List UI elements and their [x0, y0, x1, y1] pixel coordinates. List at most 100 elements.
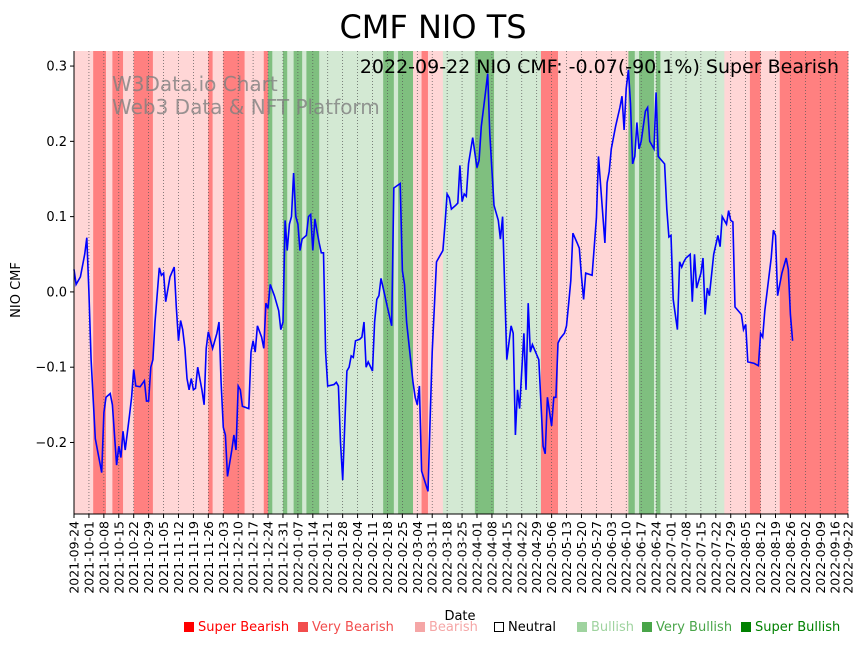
x-tick-label: 2022-08-19 [768, 521, 783, 594]
legend-label: Super Bearish [198, 620, 290, 635]
legend-item-very-bearish: Very Bearish [298, 620, 394, 635]
y-tick-label: −0.2 [35, 436, 67, 451]
signal-band-super-bearish [749, 51, 761, 514]
signal-band-bearish [105, 51, 113, 514]
x-tick-label: 2022-01-28 [335, 521, 350, 594]
signal-band-super-bearish [133, 51, 154, 514]
y-tick-label: 0.1 [46, 210, 67, 225]
signal-band-bullish [287, 51, 295, 514]
watermark-line: Web3 Data & NFT Platform [112, 95, 380, 119]
x-tick-label: 2021-12-17 [246, 521, 261, 594]
legend-label: Bearish [429, 620, 478, 635]
y-tick-label: 0.0 [46, 285, 67, 300]
y-tick-label: −0.1 [35, 361, 67, 376]
x-tick-label: 2022-07-22 [708, 521, 723, 594]
x-tick-label: 2022-06-03 [604, 521, 619, 594]
x-axis-ticks: 2021-09-24 2021-10-01 2021-10-08 2021-10-15… [67, 514, 856, 594]
signal-band-very-bullish [656, 51, 661, 514]
x-tick-label: 2021-12-24 [261, 521, 276, 594]
x-tick-label: 2022-03-18 [440, 521, 455, 594]
signal-band-bearish [724, 51, 751, 514]
signal-band-bullish [272, 51, 284, 514]
legend-item-very-bullish: Very Bullish [642, 620, 732, 635]
legend-label: Super Bullish [755, 620, 841, 635]
x-tick-label: 2022-02-11 [365, 521, 380, 594]
legend-label: Bullish [591, 620, 635, 635]
signal-band-bearish [760, 51, 781, 514]
x-tick-label: 2022-04-22 [514, 521, 529, 594]
legend-label: Very Bullish [656, 620, 733, 635]
x-tick-label: 2021-11-26 [201, 521, 216, 594]
chart-annotation: 2022-09-22 NIO CMF: -0.07(-90.1%) Super … [360, 56, 839, 78]
signal-band-super-bearish [263, 51, 269, 514]
legend-swatch [577, 622, 587, 632]
x-tick-label: 2021-12-03 [216, 521, 231, 594]
signal-band-bullish [319, 51, 384, 514]
signal-band-very-bullish [639, 51, 655, 514]
signal-band-very-bullish [474, 51, 495, 514]
x-tick-label: 2022-03-25 [455, 521, 470, 594]
x-tick-label: 2022-08-26 [783, 521, 798, 594]
x-tick-label: 2022-08-12 [753, 521, 768, 594]
signal-band-very-bullish [282, 51, 288, 514]
y-axis-label: NIO CMF [9, 262, 24, 318]
signal-band-very-bullish [268, 51, 273, 514]
signal-band-super-bearish [93, 51, 107, 514]
x-tick-label: 2022-02-04 [350, 521, 365, 594]
signal-band-very-bullish [383, 51, 395, 514]
signal-band-very-bullish [628, 51, 636, 514]
legend: Super Bearish Very Bearish Bearish Neutral B… [0, 620, 867, 638]
x-tick-label: 2022-01-21 [320, 521, 335, 594]
x-tick-label: 2022-07-08 [679, 521, 694, 594]
legend-item-super-bearish: Super Bearish [184, 620, 289, 635]
legend-swatch [184, 622, 194, 632]
y-tick-label: 0.3 [46, 60, 67, 75]
x-tick-label: 2021-10-08 [96, 521, 111, 594]
x-tick-label: 2021-10-15 [111, 521, 126, 594]
x-tick-label: 2021-09-24 [67, 521, 82, 594]
x-tick-label: 2022-09-09 [813, 521, 828, 594]
signal-band-super-bearish [223, 51, 245, 514]
x-tick-label: 2022-02-25 [395, 521, 410, 594]
legend-swatch [298, 622, 308, 632]
x-tick-label: 2022-01-07 [290, 521, 305, 594]
x-tick-label: 2022-06-10 [619, 521, 634, 594]
x-tick-label: 2022-04-29 [529, 521, 544, 594]
legend-label: Neutral [508, 620, 556, 635]
x-tick-label: 2021-11-19 [186, 521, 201, 594]
signal-band-bullish [494, 51, 542, 514]
x-tick-label: 2022-05-27 [589, 521, 604, 594]
signal-band-very-bullish [398, 51, 414, 514]
axes [73, 51, 848, 515]
signal-background-bands [74, 51, 849, 514]
legend-swatch [494, 622, 504, 632]
signal-band-bullish [634, 51, 640, 514]
legend-item-bearish: Bearish [415, 620, 478, 635]
x-tick-label: 2022-07-29 [723, 521, 738, 594]
x-tick-label: 2021-10-29 [141, 521, 156, 594]
x-tick-label: 2022-09-16 [828, 521, 843, 594]
x-tick-label: 2022-03-11 [425, 521, 440, 594]
x-tick-label: 2022-01-14 [305, 521, 320, 594]
signal-band-super-bearish [208, 51, 213, 514]
chart-title: CMF NIO TS [339, 8, 526, 46]
signal-band-bullish [653, 51, 657, 514]
y-axis-ticks: −0.2 −0.1 0.0 0.1 0.2 0.3 [35, 60, 74, 451]
cmf-series-line [73, 69, 794, 492]
legend-swatch [642, 622, 652, 632]
x-tick-label: 2022-04-08 [484, 521, 499, 594]
x-tick-label: 2022-06-17 [634, 521, 649, 594]
x-tick-label: 2022-02-18 [380, 521, 395, 594]
x-tick-label: 2022-05-06 [544, 521, 559, 594]
x-tick-label: 2022-07-15 [693, 521, 708, 594]
signal-band-bullish [393, 51, 399, 514]
signal-band-super-bearish [421, 51, 429, 514]
signal-band-super-bearish [790, 51, 849, 514]
signal-band-bearish [74, 51, 94, 514]
signal-band-super-bearish [112, 51, 124, 514]
signal-band-bearish [212, 51, 224, 514]
x-tick-label: 2022-04-15 [499, 521, 514, 594]
x-tick-label: 2022-08-05 [738, 521, 753, 594]
